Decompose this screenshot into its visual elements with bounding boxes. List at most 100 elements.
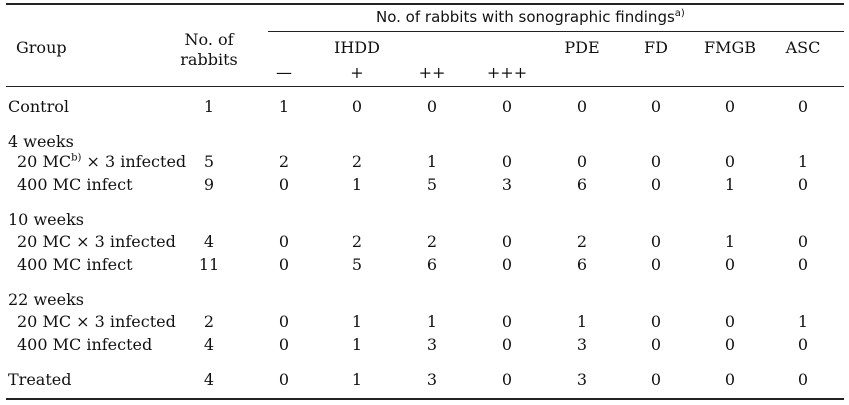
header-findings-title: No. of rabbits with sonographic findings… [376,8,685,26]
cell-ihdd-none: 0 [278,312,290,331]
cell-ihdd-plus2: 3 [426,335,438,354]
cell-ihdd-plus3: 0 [501,370,513,389]
cell-ihdd-none: 0 [278,335,290,354]
cell-asc: 0 [797,255,809,274]
cell-fd: 0 [650,152,662,171]
header-group: Group [16,38,67,57]
row-label: 20 MC × 3 infected [17,232,176,251]
row-label: 400 MC infect [17,175,133,194]
group-heading: 22 weeks [8,290,84,309]
header-asc: ASC [785,38,821,57]
cell-fmgb: 0 [724,255,736,274]
cell-ihdd-plus2: 6 [426,255,438,274]
cell-asc: 0 [797,97,809,116]
cell-ihdd-plus1: 1 [351,370,363,389]
cell-asc: 0 [797,335,809,354]
header-no-rabbits-2: rabbits [180,50,238,69]
cell-no-rabbits: 4 [203,370,215,389]
cell-ihdd-plus3: 3 [501,175,513,194]
cell-pde: 6 [576,255,588,274]
cell-ihdd-plus1: 2 [351,152,363,171]
cell-fd: 0 [650,255,662,274]
header-ihdd-none: — [276,63,292,82]
findings-footnote-mark: a) [674,8,685,19]
cell-ihdd-plus2: 2 [426,232,438,251]
cell-fd: 0 [650,97,662,116]
cell-no-rabbits: 9 [203,175,215,194]
cell-no-rabbits: 5 [203,152,215,171]
bottom-rule [6,398,844,400]
cell-ihdd-plus3: 0 [501,255,513,274]
cell-no-rabbits: 1 [203,97,215,116]
cell-ihdd-plus2: 3 [426,370,438,389]
cell-ihdd-plus3: 0 [501,232,513,251]
header-ihdd-plus3: +++ [486,63,528,82]
header-pde: PDE [564,38,600,57]
cell-fmgb: 0 [724,370,736,389]
cell-ihdd-plus3: 0 [501,152,513,171]
cell-asc: 1 [797,152,809,171]
cell-pde: 6 [576,175,588,194]
cell-ihdd-plus1: 0 [351,97,363,116]
cell-asc: 1 [797,312,809,331]
cell-ihdd-plus2: 1 [426,312,438,331]
cell-ihdd-plus3: 0 [501,335,513,354]
cell-fmgb: 0 [724,97,736,116]
cell-no-rabbits: 4 [203,232,215,251]
row-label: Treated [8,370,72,389]
header-no-rabbits-1: No. of [184,30,234,49]
cell-ihdd-plus1: 5 [351,255,363,274]
cell-pde: 0 [576,97,588,116]
row-label-text: 20 MC [17,152,72,171]
cell-ihdd-plus3: 0 [501,312,513,331]
cell-ihdd-plus1: 1 [351,335,363,354]
header-ihdd-plus2: ++ [418,63,446,82]
header-fd: FD [644,38,668,57]
cell-ihdd-plus2: 0 [426,97,438,116]
cell-ihdd-plus2: 5 [426,175,438,194]
cell-pde: 2 [576,232,588,251]
cell-asc: 0 [797,370,809,389]
cell-pde: 3 [576,335,588,354]
cell-ihdd-plus2: 1 [426,152,438,171]
cell-fd: 0 [650,312,662,331]
cell-ihdd-plus3: 0 [501,97,513,116]
top-rule [6,3,844,5]
cell-fd: 0 [650,232,662,251]
cell-pde: 0 [576,152,588,171]
cell-ihdd-none: 0 [278,232,290,251]
cell-asc: 0 [797,175,809,194]
cell-ihdd-plus1: 2 [351,232,363,251]
cell-fd: 0 [650,370,662,389]
group-heading: 4 weeks [8,132,74,151]
cell-no-rabbits: 2 [203,312,215,331]
findings-title-text: No. of rabbits with sonographic findings [376,8,675,26]
row-label: 400 MC infected [17,335,153,354]
cell-no-rabbits: 4 [203,335,215,354]
cell-no-rabbits: 11 [198,255,220,274]
header-ihdd-plus1: + [350,63,364,82]
row-label: 400 MC infect [17,255,133,274]
row-label: 20 MCb) × 3 infected [17,153,186,171]
cell-pde: 1 [576,312,588,331]
cell-fmgb: 1 [724,232,736,251]
cell-fmgb: 0 [724,335,736,354]
findings-rule [268,31,844,32]
row-label: Control [8,97,70,116]
row-label: 20 MC × 3 infected [17,312,176,331]
cell-ihdd-none: 0 [278,370,290,389]
footnote-mark: b) [71,152,82,164]
cell-fd: 0 [650,335,662,354]
header-rule [6,86,844,87]
cell-fd: 0 [650,175,662,194]
cell-fmgb: 0 [724,312,736,331]
header-fmgb: FMGB [703,38,757,57]
row-label-text: × 3 infected [81,152,187,171]
cell-ihdd-plus1: 1 [351,312,363,331]
cell-ihdd-plus1: 1 [351,175,363,194]
cell-fmgb: 0 [724,152,736,171]
cell-ihdd-none: 0 [278,175,290,194]
cell-ihdd-none: 2 [278,152,290,171]
cell-ihdd-none: 0 [278,255,290,274]
group-heading: 10 weeks [8,210,84,229]
